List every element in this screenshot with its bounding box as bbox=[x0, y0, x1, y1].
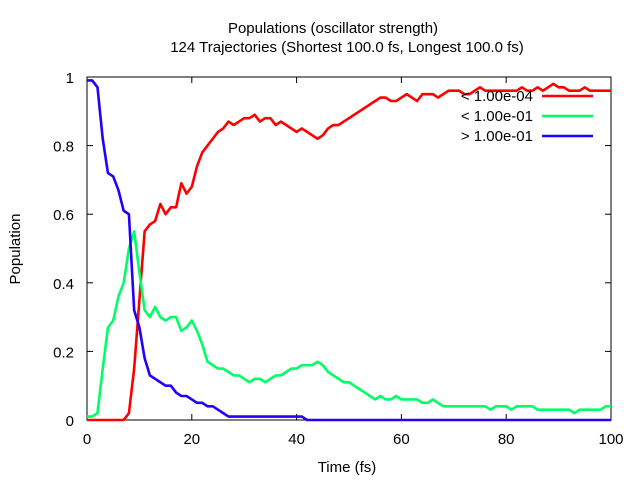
series-lines bbox=[87, 79, 611, 422]
x-tick-label: 20 bbox=[183, 431, 200, 448]
series-line-2 bbox=[87, 230, 611, 418]
y-tick-label: 0 bbox=[66, 413, 74, 430]
legend-label-3: > 1.00e-01 bbox=[461, 128, 533, 145]
chart-title: Populations (oscillator strength) bbox=[228, 20, 438, 37]
x-tick-label: 60 bbox=[393, 431, 410, 448]
x-tick-label: 40 bbox=[288, 431, 305, 448]
series-line-3 bbox=[87, 79, 611, 422]
y-tick-label: 0.2 bbox=[53, 344, 74, 361]
y-tick-label: 0.8 bbox=[53, 139, 74, 156]
x-tick-label: 0 bbox=[83, 431, 91, 448]
legend: < 1.00e-04 < 1.00e-01 > 1.00e-01 bbox=[461, 88, 593, 145]
series-line-1 bbox=[87, 82, 611, 422]
x-tick-label: 100 bbox=[598, 431, 623, 448]
legend-label-2: < 1.00e-01 bbox=[461, 108, 533, 125]
x-tick-label: 80 bbox=[498, 431, 515, 448]
y-tick-label: 0.4 bbox=[53, 276, 74, 293]
x-axis-label: Time (fs) bbox=[318, 459, 377, 476]
y-axis-label: Population bbox=[7, 214, 24, 285]
y-tick-label: 1 bbox=[66, 70, 74, 87]
chart-subtitle: 124 Trajectories (Shortest 100.0 fs, Lon… bbox=[170, 39, 524, 56]
legend-label-1: < 1.00e-04 bbox=[461, 88, 533, 105]
y-tick-label: 0.6 bbox=[53, 207, 74, 224]
